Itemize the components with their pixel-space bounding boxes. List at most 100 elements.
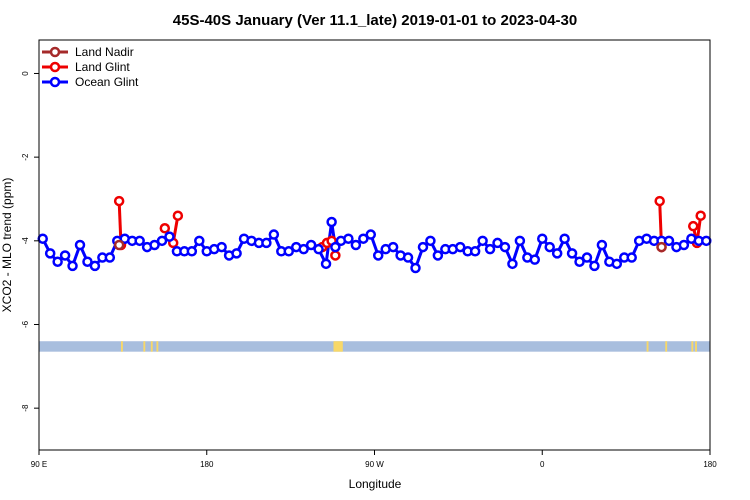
x-tick-label: 0 — [540, 460, 545, 469]
x-tick-label: 180 — [703, 460, 717, 469]
ocean-glint-point — [365, 229, 377, 240]
ocean-glint-point — [283, 246, 295, 257]
y-tick-label: -2 — [21, 153, 30, 161]
ocean-glint-point — [492, 237, 503, 249]
land-patch — [143, 341, 146, 352]
ocean-glint-point — [454, 241, 466, 253]
ocean-glint-point — [514, 235, 526, 247]
ocean-glint-point — [596, 239, 608, 251]
ocean-glint-point — [216, 241, 227, 253]
ocean-glint-point — [551, 248, 563, 259]
ocean-glint-point — [44, 248, 56, 259]
legend: Land Nadir Land Glint Ocean Glint — [42, 45, 139, 89]
chart-title: 45S-40S January (Ver 11.1_late) 2019-01-… — [173, 12, 577, 29]
ocean-glint-point — [544, 241, 555, 253]
ocean-glint-point — [574, 256, 585, 267]
land-patch — [695, 341, 697, 352]
ocean-glint-point — [529, 254, 541, 265]
ocean-glint-point — [268, 229, 280, 240]
ocean-glint-point — [537, 233, 548, 244]
legend-label-land-nadir: Land Nadir — [75, 45, 134, 59]
ocean-glint-point — [581, 252, 593, 263]
ocean-glint-point — [611, 258, 623, 270]
ocean-glint-point — [507, 258, 518, 270]
y-axis-label: XCO2 - MLO trend (ppm) — [0, 178, 14, 313]
ocean-glint-point — [134, 235, 145, 247]
ocean-glint-point — [372, 250, 384, 261]
land-patch — [646, 341, 649, 352]
ocean-glint-point — [589, 260, 600, 272]
ocean-glint-point — [37, 233, 48, 244]
ocean-glint-point — [410, 262, 421, 274]
x-tick-label: 180 — [200, 460, 214, 469]
ocean-glint-point — [477, 235, 488, 247]
ocean-glint-point — [156, 235, 168, 247]
ocean-glint-point — [59, 250, 71, 261]
land-glint-point — [159, 223, 171, 234]
ocean-glint-point — [67, 260, 78, 272]
ocean-glint-point — [484, 243, 496, 255]
ocean-glint-point — [358, 233, 369, 244]
x-axis-label: Longitude — [349, 477, 402, 491]
y-tick-label: 0 — [21, 71, 30, 76]
series-layer — [37, 195, 712, 274]
land-nadir-point — [656, 241, 667, 253]
ocean-glint-point — [89, 260, 101, 272]
legend-label-ocean-glint: Ocean Glint — [75, 75, 139, 89]
ocean-glint-point — [320, 258, 332, 270]
ocean-glint-point — [52, 256, 63, 267]
ocean-glint-point — [231, 248, 242, 259]
ocean-glint-point — [701, 235, 712, 247]
land-patch — [150, 341, 153, 352]
ocean-glint-point — [425, 235, 436, 247]
land-glint-point — [113, 195, 125, 207]
x-tick-label: 90 W — [365, 460, 384, 469]
x-axis: 90 E 180 90 W 0 180 — [31, 450, 717, 469]
ocean-glint-point — [305, 239, 317, 251]
y-tick-label: -8 — [21, 404, 30, 412]
ocean-glint-point — [164, 231, 175, 242]
ocean-glint-point — [469, 246, 481, 257]
legend-item-ocean-glint: Ocean Glint — [42, 75, 139, 89]
land-ocean-mask — [39, 341, 710, 352]
land-patch — [691, 341, 694, 352]
land-glint-point — [687, 220, 699, 232]
ocean-glint-point — [74, 239, 86, 251]
ocean-glint-point — [330, 241, 341, 253]
ocean-glint-point — [261, 237, 272, 249]
land-glint-point — [695, 210, 706, 221]
legend-item-land-glint: Land Glint — [42, 60, 130, 74]
ocean-glint-point — [82, 256, 93, 267]
land-patch — [121, 341, 123, 352]
x-tick-label: 90 E — [31, 460, 47, 469]
ocean-glint-point — [104, 252, 116, 263]
ocean-glint-point — [663, 235, 675, 247]
ocean-glint-point — [350, 239, 362, 251]
y-tick-label: -4 — [21, 237, 30, 245]
ocean-glint-point — [149, 239, 160, 251]
y-tick-label: -6 — [21, 320, 30, 328]
ocean-glint-point — [626, 252, 637, 263]
land-glint-point — [172, 210, 184, 221]
ocean-glint-point — [566, 248, 578, 259]
land-patch — [665, 341, 668, 352]
ocean-glint-point — [326, 216, 337, 228]
ocean-glint-point — [387, 241, 399, 253]
ocean-glint-point — [402, 252, 414, 263]
ocean-glint-point — [499, 241, 511, 253]
land-nadir-point — [113, 239, 125, 251]
ocean-glint-point — [313, 243, 324, 255]
land-glint-point — [654, 195, 665, 207]
legend-item-land-nadir: Land Nadir — [42, 45, 134, 59]
land-glint-point — [330, 250, 341, 261]
legend-label-land-glint: Land Glint — [75, 60, 130, 74]
ocean-band — [39, 341, 710, 352]
land-patch — [156, 341, 159, 352]
y-axis: 0 -2 -4 -6 -8 — [21, 71, 39, 412]
ocean-glint-point — [298, 243, 309, 255]
ocean-glint-point — [194, 235, 205, 247]
ocean-glint-point — [559, 233, 570, 244]
ocean-glint-point — [678, 239, 690, 251]
ocean-glint-point — [417, 241, 429, 253]
